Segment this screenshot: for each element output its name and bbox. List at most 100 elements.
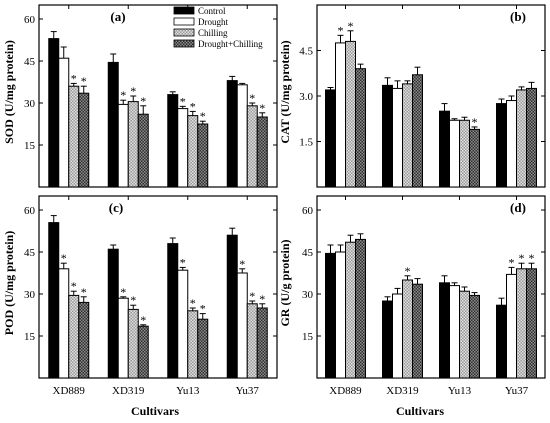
y-axis-label: SOD (U/mg protein) <box>2 40 16 144</box>
bar-control <box>167 243 179 379</box>
bar-drought-chilling <box>355 68 366 188</box>
bar-drought-chilling <box>469 128 480 188</box>
significance-star: * <box>348 19 354 33</box>
bar-drought <box>335 251 346 379</box>
plot-area: 1.5 3.0 4.5 * * * <box>299 4 546 188</box>
significance-star: * <box>180 255 186 269</box>
x-axis-label-left: Cultivars <box>131 404 179 418</box>
bar-chilling <box>68 85 80 188</box>
bar-chilling <box>459 119 470 188</box>
bar-drought <box>177 269 189 379</box>
bar-drought <box>506 273 517 379</box>
panel-d: GR (U/g protein) (d) 15 30 45 60 XD889 XD319 *… <box>278 195 546 397</box>
significance-star: * <box>71 71 77 85</box>
y-tick-label: 4.5 <box>299 46 313 58</box>
bar-chilling <box>345 241 356 379</box>
panel-c: POD (U/mg protein) (c) 15 30 45 60 XD889 * * * X… <box>2 195 278 397</box>
bar-control <box>325 252 336 379</box>
bar-control <box>325 89 336 188</box>
significance-star: * <box>190 99 196 113</box>
y-tick-label: 30 <box>24 98 36 110</box>
y-tick-label: 60 <box>24 205 36 217</box>
significance-star: * <box>200 109 206 123</box>
bar-chilling <box>459 290 470 379</box>
bar-drought <box>58 268 70 379</box>
y-tick-label: 15 <box>24 331 36 343</box>
bar-chilling <box>246 303 258 379</box>
bar-control <box>382 84 393 188</box>
legend-label-drought-chilling: Drought+Chilling <box>198 39 263 49</box>
y-tick-label: 15 <box>302 331 314 343</box>
bar-drought-chilling <box>197 318 209 379</box>
plot-frame <box>316 195 546 379</box>
bar-drought <box>117 103 129 188</box>
y-axis-label: GR (U/g protein) <box>278 239 292 326</box>
y-axis-label: CAT (U/mg protein) <box>278 40 292 143</box>
x-tick-label: XD319 <box>112 385 145 397</box>
significance-star: * <box>61 251 67 265</box>
panel-a: SOD (U/mg protein) (a) 15 30 45 60 * * * * * * * * *… <box>2 4 278 188</box>
significance-star: * <box>81 74 87 88</box>
x-tick-label: XD889 <box>329 385 362 397</box>
y-tick-label: 45 <box>302 247 314 259</box>
bar-chilling <box>187 310 199 379</box>
significance-star: * <box>338 23 344 37</box>
x-tick-label: Yu37 <box>505 385 529 397</box>
significance-star: * <box>259 101 265 115</box>
significance-star: * <box>509 255 515 269</box>
bar-drought-chilling <box>78 301 90 379</box>
x-tick-label: Yu13 <box>448 385 472 397</box>
x-axis-label-right: Cultivars <box>396 404 444 418</box>
bar-drought-chilling <box>412 283 423 379</box>
bar-control <box>439 282 450 379</box>
panel-label: (d) <box>510 200 526 215</box>
bar-control <box>496 103 507 188</box>
bar-drought-chilling <box>412 74 423 188</box>
bar-drought <box>449 119 460 188</box>
bar-drought-chilling <box>78 92 90 188</box>
x-tick-label: XD319 <box>386 385 419 397</box>
bar-drought-chilling <box>137 113 149 188</box>
bar-chilling <box>402 83 413 188</box>
plot-frame <box>38 4 278 188</box>
plot-area: 15 30 45 60 XD889 XD319 * Yu13 Yu37 * * * <box>302 195 546 397</box>
bar-chilling <box>402 279 413 379</box>
y-tick-label: 1.5 <box>299 137 313 149</box>
y-tick-label: 30 <box>302 289 314 301</box>
bar-drought <box>236 84 248 188</box>
significance-star: * <box>190 296 196 310</box>
legend-swatch-drought-chilling <box>173 39 195 48</box>
bar-control <box>439 110 450 188</box>
bar-drought <box>392 87 403 188</box>
y-tick-label: 60 <box>302 205 314 217</box>
bar-drought-chilling <box>355 238 366 379</box>
y-tick-label: 45 <box>24 56 36 68</box>
significance-star: * <box>81 285 87 299</box>
x-tick-label: Yu37 <box>236 385 260 397</box>
bar-drought <box>58 57 70 188</box>
bar-drought-chilling <box>137 325 149 379</box>
significance-star: * <box>239 257 245 271</box>
legend-label-chilling: Chilling <box>198 28 228 38</box>
bar-drought <box>506 100 517 188</box>
bar-control <box>48 38 60 188</box>
bar-drought-chilling <box>526 268 537 379</box>
bar-control <box>107 248 119 379</box>
bar-chilling <box>516 268 527 379</box>
y-tick-label: 15 <box>24 140 36 152</box>
bar-chilling <box>246 105 258 188</box>
legend-swatch-chilling <box>173 28 195 37</box>
panel-label: (a) <box>110 9 125 24</box>
significance-star: * <box>120 88 126 102</box>
significance-star: * <box>130 84 136 98</box>
panel-label: (b) <box>510 9 526 24</box>
plot-frame <box>38 195 278 379</box>
significance-star: * <box>259 292 265 306</box>
legend-swatch-control <box>173 6 195 15</box>
y-tick-label: 45 <box>24 247 36 259</box>
plot-area: 15 30 45 60 * * * * * * * * * * <box>24 4 278 188</box>
bar-chilling <box>187 115 199 188</box>
bar-control <box>167 94 179 188</box>
significance-star: * <box>472 115 478 129</box>
